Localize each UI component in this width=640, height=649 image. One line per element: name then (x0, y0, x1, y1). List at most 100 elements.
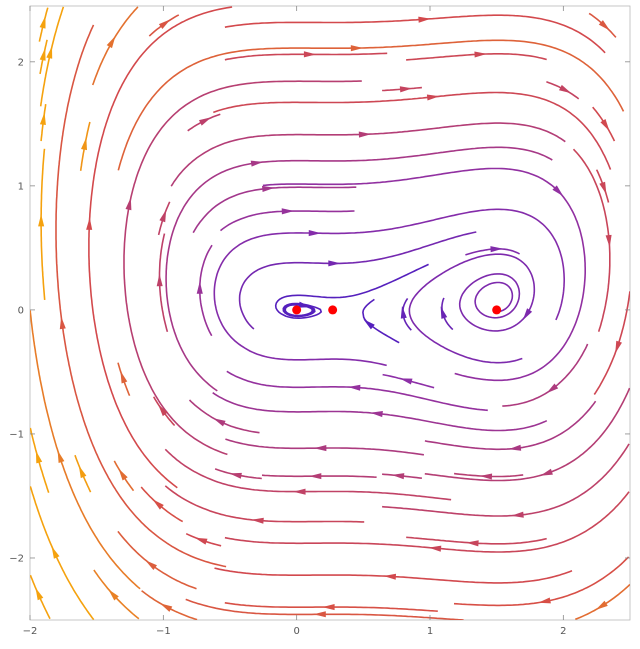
streamline-arrow-61 (39, 112, 46, 125)
streamline-arrow-17 (511, 511, 524, 518)
streamline-arrow-45 (328, 260, 341, 267)
streamline-arrow-62 (199, 117, 212, 126)
equilibrium-points (292, 305, 502, 315)
streamline-arrow-44 (196, 281, 203, 294)
streamline-arrow-55 (281, 208, 295, 215)
streamline-55 (220, 210, 355, 232)
streamline-arrow-52 (490, 246, 503, 253)
streamline-arrow-49 (440, 306, 448, 319)
x-tick-label-3: 1 (427, 626, 433, 637)
y-tick-label-4: 2 (18, 57, 24, 68)
streamline-41 (213, 208, 565, 367)
streamline-36 (226, 370, 488, 412)
streamline-arrow-67 (39, 48, 46, 61)
streamline-45 (238, 231, 477, 330)
streamline-arrow-15 (152, 499, 164, 510)
streamline-arrow-47 (363, 319, 375, 330)
streamline-arrow-46 (298, 301, 311, 308)
streamline-arrow-68 (303, 51, 317, 58)
streamline-arrow-38 (552, 185, 564, 197)
streamline-arrow-37 (399, 378, 413, 385)
streamline-58 (117, 39, 625, 171)
streamline-38 (262, 167, 586, 382)
streamline-42 (408, 253, 536, 364)
x-tick-label-4: 2 (560, 626, 566, 637)
streamline-arrow-30 (508, 444, 522, 451)
streamline-arrow-21 (86, 217, 93, 230)
streamline-arrow-39 (546, 383, 559, 394)
streamline-22 (164, 448, 452, 501)
streamline-59 (170, 122, 566, 187)
streamline-arrow-58 (350, 45, 364, 52)
y-tick-label-0: −2 (9, 553, 24, 564)
x-tick-label-1: −1 (156, 626, 171, 637)
streamline-arrow-19 (78, 465, 87, 479)
streamline-arrow-51 (38, 214, 45, 227)
streamline-arrow-32 (213, 418, 226, 427)
streamline-arrow-22 (293, 488, 306, 495)
streamline-arrow-66 (559, 84, 572, 94)
equilibrium-point-2 (492, 305, 502, 315)
streamline-arrow-13 (428, 545, 442, 552)
streamline-arrow-12 (194, 537, 208, 545)
streamline-arrow-26 (540, 468, 553, 476)
streamline-6 (453, 556, 630, 607)
streamline-arrow-20 (118, 468, 128, 481)
streamline-arrow-5 (322, 604, 335, 611)
streamline-arrow-65 (399, 86, 413, 93)
streamline-arrow-23 (229, 472, 242, 479)
streamline-arrow-63 (600, 119, 610, 132)
streamline-8 (30, 310, 141, 590)
streamline-arrow-1 (51, 546, 60, 559)
streamline-arrow-10 (383, 573, 396, 580)
streamline-arrow-8 (57, 450, 65, 463)
streamline-arrow-28 (125, 197, 132, 211)
streamline-arrow-6 (538, 597, 551, 604)
streamline-arrow-60 (426, 94, 440, 101)
streamline-arrow-42 (522, 308, 533, 321)
streamline-arrow-34 (120, 370, 128, 384)
streamline-40 (593, 291, 630, 395)
streamline-arrow-18 (35, 450, 43, 464)
streamline-arrow-70 (39, 15, 46, 29)
streamline-arrow-43 (156, 273, 163, 287)
streamline-arrow-27 (479, 473, 493, 480)
streamlines (30, 6, 630, 620)
streamline-arrow-59 (358, 131, 372, 138)
streamline-arrow-54 (262, 185, 275, 192)
streamline-arrow-36 (348, 384, 361, 391)
equilibrium-point-1 (328, 305, 338, 315)
streamline-arrow-3 (160, 603, 173, 612)
streamline-arrow-24 (309, 473, 322, 480)
streamline-73 (224, 14, 606, 54)
streamline-arrow-53 (159, 209, 167, 223)
streamline-3 (141, 590, 198, 620)
streamline-71 (91, 6, 139, 86)
streamline-arrow-50 (605, 234, 612, 248)
equilibrium-point-0 (292, 305, 302, 315)
streamline-39 (502, 343, 589, 407)
streamline-arrow-41 (308, 230, 322, 237)
streamline-arrow-0 (35, 587, 44, 601)
x-tick-label-2: 0 (293, 626, 299, 637)
streamline-arrow-25 (391, 473, 405, 480)
streamline-arrow-40 (615, 340, 622, 354)
y-tick-label-1: −1 (9, 429, 24, 440)
streamline-arrow-4 (313, 611, 326, 618)
streamline-50 (572, 148, 611, 332)
streamline-arrow-48 (400, 306, 407, 319)
y-tick-label-3: 1 (18, 181, 24, 192)
streamline-arrow-33 (370, 411, 383, 418)
streamline-32 (188, 399, 260, 434)
y-tick-label-2: 0 (18, 305, 24, 316)
streamline-arrow-9 (145, 560, 157, 570)
streamline-arrow-2 (108, 589, 119, 601)
streamline-arrow-31 (158, 404, 168, 417)
axis-ticks: −2 −1 0 1 2 −2 −1 0 1 2 (9, 6, 630, 637)
streamline-arrow-72 (158, 19, 171, 29)
x-tick-label-0: −2 (23, 626, 38, 637)
streamline-2 (93, 569, 140, 620)
streamline-54 (192, 186, 357, 234)
streamline-arrow-7 (595, 600, 608, 610)
